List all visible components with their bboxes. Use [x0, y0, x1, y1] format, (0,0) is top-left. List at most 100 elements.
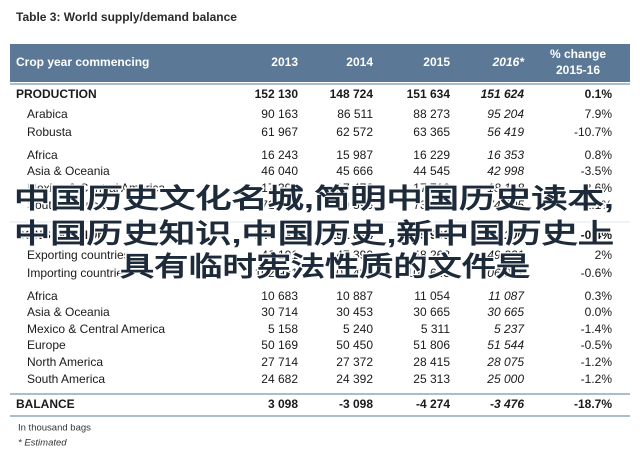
cell: 155 100 [481, 228, 525, 242]
cell: -3 098 [339, 397, 373, 411]
cell: 51 806 [413, 338, 450, 352]
cell: 25 000 [486, 372, 524, 386]
cell: 149 032 [255, 228, 299, 242]
row-label: Robusta [27, 125, 72, 139]
cell: 49 231 [487, 248, 524, 262]
cell: 0.1% [585, 87, 613, 101]
cell: 69 595 [336, 198, 373, 212]
cell: 27 714 [261, 355, 298, 369]
cell: 90 163 [261, 107, 298, 121]
cell: 51 544 [487, 338, 524, 352]
cell: 72 449 [261, 198, 298, 212]
row-label: South America [27, 198, 105, 212]
cell: 10 887 [336, 289, 373, 303]
watermark-text: 具有临时宪法性质的文件是 [120, 251, 530, 282]
cell: 88 273 [413, 107, 450, 121]
row-label: CONSUMPTION [16, 228, 106, 242]
cell: 0.3% [585, 289, 613, 303]
cell: 30 453 [336, 305, 373, 319]
cell: 62 572 [336, 125, 373, 139]
row-label: Mexico & Central America [27, 322, 165, 336]
cell: -0.4% [581, 228, 613, 242]
cell: 74 105 [487, 198, 524, 212]
row-label: Asia & Oceania [27, 305, 110, 319]
cell: 25 313 [413, 372, 450, 386]
cell: 10 683 [261, 289, 298, 303]
cell: 152 130 [255, 87, 299, 101]
cell: 107 645 [407, 266, 451, 280]
header-band [10, 44, 630, 82]
cell: -4 274 [416, 397, 450, 411]
cell: 47 390 [336, 248, 373, 262]
cell: 50 450 [336, 338, 373, 352]
row-label: Mexico & Central America [27, 181, 165, 195]
cell: 151 634 [407, 87, 451, 101]
cell: -3.5% [581, 164, 613, 178]
row-label: Exporting countries [27, 248, 130, 262]
cell: 30 665 [413, 305, 450, 319]
cell: 11 054 [414, 289, 450, 303]
cell: 2.6% [585, 181, 613, 195]
cell: 50 169 [261, 338, 298, 352]
cell: 63 365 [413, 125, 450, 139]
row-label: Importing countries [27, 266, 129, 280]
cell: 95 204 [487, 107, 524, 121]
cell: -18.7% [574, 397, 612, 411]
header-cell: 2015 [423, 55, 450, 69]
cell: 73 150 [413, 198, 450, 212]
cell: 106 997 [481, 266, 526, 280]
cell: 28 415 [413, 355, 450, 369]
watermark-text: 中国历史知识,中国历史,新中国历史上 [14, 218, 614, 249]
cell: 24 682 [261, 372, 298, 386]
cell: 1.1% [585, 198, 613, 212]
cell: 11 087 [488, 289, 525, 303]
header-cell: 2013 [271, 55, 298, 69]
cell: 18 168 [487, 181, 524, 195]
cell: 45 666 [336, 164, 373, 178]
cell: -1.4% [581, 322, 613, 336]
row-label: BALANCE [16, 397, 75, 411]
cell: 24 392 [336, 372, 373, 386]
row-label: South America [27, 372, 105, 386]
watermark-text: 中国历史文化名城,简明中国历史读本, [14, 183, 614, 214]
cell: 155 908 [407, 228, 451, 242]
cell: 0.0% [585, 305, 613, 319]
row-label: Africa [27, 289, 58, 303]
header-cell: 2014 [346, 55, 373, 69]
footnote: * Estimated [18, 438, 67, 449]
cell: 46 101 [261, 248, 298, 262]
cell: -3 476 [490, 397, 524, 411]
row-label: PRODUCTION [16, 87, 97, 101]
cell: 17 710 [413, 181, 450, 195]
cell: -0.6% [581, 266, 613, 280]
cell: 104 434 [330, 266, 374, 280]
cell: 86 511 [337, 107, 373, 121]
cell: 151 624 [481, 87, 525, 101]
row-label: Africa [27, 148, 58, 162]
cell: 56 419 [487, 125, 524, 139]
cell: 5 158 [268, 322, 298, 336]
cell: 16 353 [487, 148, 524, 162]
cell: 0.8% [585, 148, 613, 162]
cell: 5 240 [343, 322, 373, 336]
cell: 30 665 [487, 305, 524, 319]
header-cell: 2016* [492, 55, 526, 69]
cell: -10.7% [574, 125, 612, 139]
cell: 2% [595, 248, 613, 262]
cell: 30 714 [261, 305, 298, 319]
cell: 28 075 [486, 355, 524, 369]
cell: 17 398 [261, 181, 298, 195]
cell: 148 724 [330, 87, 374, 101]
cell: 46 040 [261, 164, 298, 178]
row-label: Asia & Oceania [27, 164, 110, 178]
cell: -1.2% [581, 372, 613, 386]
cell: 48 263 [413, 248, 450, 262]
cell: 42 998 [487, 164, 524, 178]
cell: 16 229 [413, 148, 450, 162]
cell: 3 098 [268, 397, 298, 411]
cell: 16 243 [261, 148, 298, 162]
header-cell: % change 2015-16 [550, 47, 606, 77]
cell: 7.9% [585, 107, 613, 121]
cell: 5 311 [421, 322, 450, 336]
